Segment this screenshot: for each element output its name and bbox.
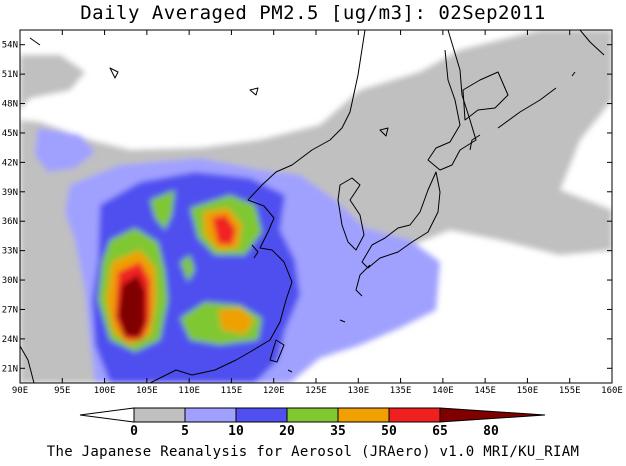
colorbar-segment: [79, 407, 135, 423]
pm25-contour-35: [180, 255, 195, 282]
lat-tick-label: 33N: [2, 247, 18, 257]
colorbar-label: 35: [330, 424, 346, 439]
colorbar-label: 50: [381, 424, 397, 439]
pm25-field: [20, 30, 612, 383]
lon-tick-label: 160E: [601, 386, 623, 396]
lat-tick-label: 24N: [2, 335, 18, 345]
colorbar-label: 20: [279, 424, 295, 439]
coastline: [20, 30, 605, 383]
pm25-contour-10: [35, 128, 95, 172]
lon-tick-label: 130E: [347, 386, 369, 396]
lon-tick-label: 125E: [305, 386, 327, 396]
lon-tick-label: 135E: [390, 386, 412, 396]
lon-tick-label: 95E: [54, 386, 70, 396]
lat-tick-label: 27N: [2, 305, 18, 315]
pm25-contour-80: [118, 275, 145, 338]
pm25-contour-65: [212, 215, 236, 245]
colorbar-label: 65: [432, 424, 448, 439]
lon-tick-label: 150E: [517, 386, 539, 396]
lat-tick-label: 21N: [2, 364, 18, 374]
pm25-contour-5: [20, 55, 85, 110]
lat-tick-label: 51N: [2, 70, 18, 80]
lat-tick-label: 36N: [2, 217, 18, 227]
colorbar-segment: [184, 407, 237, 423]
colorbar-label: 10: [228, 424, 244, 439]
colorbar-segment: [133, 407, 186, 423]
lon-tick-label: 155E: [559, 386, 581, 396]
lon-tick-label: 100E: [94, 386, 116, 396]
axis-ticks: 90E 95E 100E 105E 110E 115E 120E 125E 130E 135E 14…: [2, 30, 623, 396]
map-title: Daily Averaged PM2.5 [ug/m3]: 02Sep2011: [80, 2, 546, 24]
colorbar-segment: [286, 407, 339, 423]
pm25-contour-50: [218, 308, 254, 334]
lon-tick-label: 90E: [12, 386, 28, 396]
colorbar-segment: [439, 407, 546, 423]
colorbar: 0 5 10 20 35 50 65 80: [79, 407, 546, 439]
lon-tick-label: 145E: [474, 386, 496, 396]
colorbar-label: 0: [130, 424, 138, 439]
colorbar-label: 5: [181, 424, 189, 439]
lat-tick-label: 48N: [2, 100, 18, 110]
lon-tick-label: 140E: [432, 386, 454, 396]
lon-tick-label: 110E: [178, 386, 200, 396]
lon-tick-label: 115E: [221, 386, 243, 396]
lat-tick-label: 54N: [2, 41, 18, 51]
colorbar-segment: [388, 407, 441, 423]
colorbar-segment: [337, 407, 390, 423]
footer-credit: The Japanese Reanalysis for Aerosol (JRA…: [46, 444, 580, 460]
lat-tick-label: 30N: [2, 276, 18, 286]
lat-tick-label: 45N: [2, 129, 18, 139]
lon-tick-label: 120E: [263, 386, 285, 396]
pm25-contour-35: [150, 190, 175, 230]
colorbar-segment: [235, 407, 288, 423]
lon-tick-label: 105E: [136, 386, 158, 396]
lat-tick-label: 39N: [2, 188, 18, 198]
lat-tick-label: 42N: [2, 158, 18, 168]
colorbar-label: 80: [483, 424, 499, 439]
